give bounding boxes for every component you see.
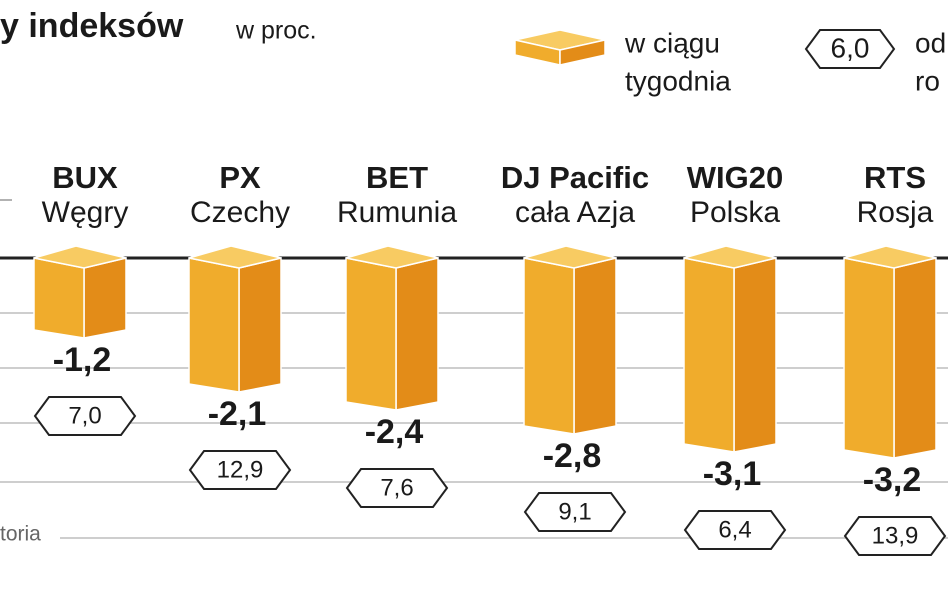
bar-front [33, 257, 85, 339]
bar-top [33, 245, 127, 269]
category-label: PX [219, 160, 261, 195]
bar-front [843, 257, 895, 459]
legend-label: ro [915, 65, 940, 96]
value-label: -3,1 [703, 455, 762, 493]
bar [188, 245, 282, 393]
category-label: BET [366, 160, 428, 195]
legend-example: 6,0 [831, 32, 870, 63]
bar-top [523, 245, 617, 269]
hexagon [33, 396, 137, 436]
value-label: -1,2 [53, 341, 112, 379]
bar-top [345, 245, 439, 269]
bar-top [188, 245, 282, 269]
chart-title: y indeksów [0, 7, 184, 45]
legend-bar-icon [514, 29, 606, 66]
hexagon [523, 492, 627, 532]
hexagon [683, 510, 787, 550]
hexagon-label: 9,1 [558, 498, 591, 525]
category-label: BUX [52, 160, 118, 195]
bar-side [733, 257, 777, 453]
source: toria [0, 523, 41, 546]
category-label: Węgry [42, 196, 129, 229]
bar-side [238, 257, 282, 393]
value-label: -2,1 [208, 395, 267, 433]
bar-side [573, 257, 617, 435]
bar-front [523, 257, 575, 435]
bar [683, 245, 777, 453]
bar-top [843, 245, 937, 269]
bar-side [893, 257, 937, 459]
legend-hexagon [804, 29, 896, 69]
value-label: -2,8 [543, 437, 602, 475]
legend-label: od [915, 27, 946, 58]
bar-top [683, 245, 777, 269]
hexagon [843, 516, 947, 556]
bar [33, 245, 127, 339]
hexagon [345, 468, 449, 508]
hexagon-label: 6,4 [718, 516, 751, 543]
hexagon-label: 7,0 [68, 402, 101, 429]
bar-front [345, 257, 397, 411]
bar-front [188, 257, 240, 393]
bar-side [83, 257, 127, 339]
hexagon-label: 7,6 [380, 474, 413, 501]
category-label: WIG20 [687, 160, 783, 195]
hexagon-label: 13,9 [872, 522, 919, 549]
category-label: DJ Pacific [501, 160, 649, 195]
category-label: cała Azja [515, 196, 635, 229]
value-label: -2,4 [365, 413, 424, 451]
legend-label: w ciągu [624, 27, 720, 58]
bar [843, 245, 937, 459]
chart-subtitle: w proc. [235, 17, 317, 45]
bar [345, 245, 439, 411]
value-label: -3,2 [863, 461, 922, 499]
category-label: Rumunia [337, 196, 457, 229]
hexagon-label: 12,9 [217, 456, 264, 483]
bar [523, 245, 617, 435]
category-label: RTS [864, 160, 926, 195]
hexagon [188, 450, 292, 490]
category-label: Czechy [190, 196, 290, 229]
category-label: Polska [690, 196, 780, 229]
category-label: Rosja [857, 196, 934, 229]
bar-side [395, 257, 439, 411]
bar-front [683, 257, 735, 453]
legend-label: tygodnia [625, 65, 731, 96]
